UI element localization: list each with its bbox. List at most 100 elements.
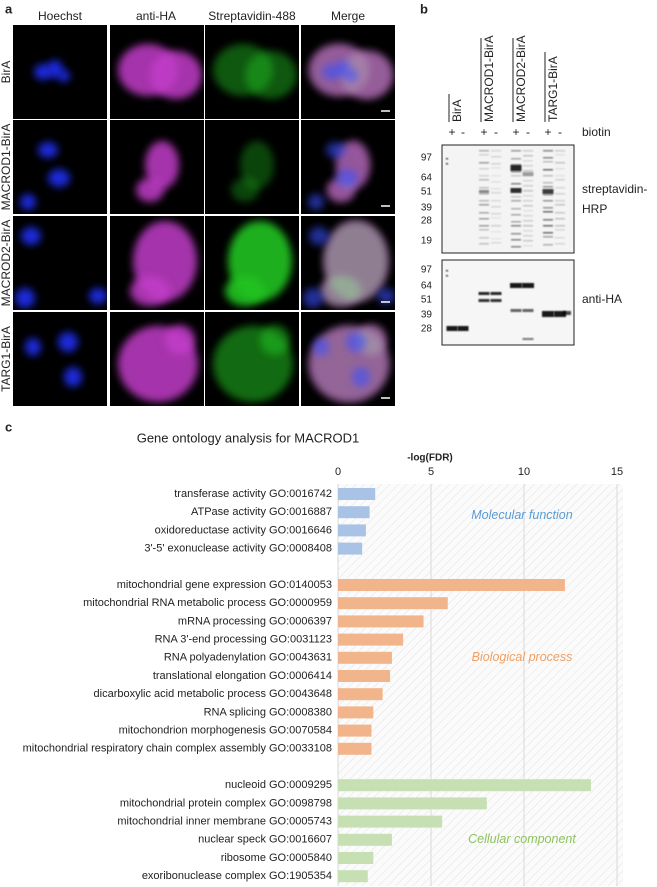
band (543, 161, 553, 163)
signal (150, 51, 202, 99)
signal (341, 51, 393, 99)
marker-label: 28 (421, 324, 433, 335)
signal (38, 142, 58, 158)
category-label: exoribonuclease complex GO:1905354 (142, 870, 332, 882)
band (543, 211, 553, 213)
column-header: Streptavidin-488 (208, 9, 296, 23)
band (510, 283, 522, 288)
column-header: Merge (331, 9, 365, 23)
micrograph-content (213, 44, 297, 99)
micrograph-content (303, 221, 395, 308)
band (511, 183, 521, 185)
band (479, 190, 489, 193)
bar (338, 615, 424, 628)
antibody-label: streptavidin- (582, 182, 647, 196)
band (491, 192, 501, 194)
bar (338, 833, 392, 846)
x-tick-label: 0 (335, 466, 341, 478)
band (479, 154, 489, 156)
band (491, 175, 501, 177)
band (555, 168, 565, 170)
signal (64, 367, 82, 387)
signal (225, 276, 265, 306)
series-label: Cellular component (468, 832, 576, 846)
category-label: transferase activity GO:0016742 (174, 488, 332, 500)
antibody-label: HRP (582, 202, 607, 216)
band (479, 212, 489, 214)
band (523, 240, 533, 242)
category-label: oxidoreductase activity GO:0016646 (155, 524, 332, 536)
x-axis-label: -log(FDR) (407, 453, 453, 464)
band (523, 235, 533, 237)
microscopy-panel: Hoechst anti-HA Streptavidin-488 Merge BirA M… (0, 9, 395, 406)
bar (338, 779, 591, 792)
bar (338, 688, 383, 701)
band (523, 220, 533, 222)
band (555, 204, 565, 206)
x-tick-label: 10 (518, 466, 530, 478)
band (479, 187, 489, 189)
band (522, 172, 534, 176)
signal (352, 367, 370, 387)
band (555, 225, 565, 227)
series-label: Molecular function (471, 508, 572, 522)
row-label: TARG1-BirA (0, 326, 13, 392)
lane-label: TARG1-BirA (546, 56, 560, 122)
band (555, 154, 565, 156)
series-label: Biological process (472, 650, 573, 664)
bar (338, 506, 370, 519)
signal (165, 325, 195, 355)
band (511, 233, 521, 235)
band (446, 326, 458, 331)
band (555, 175, 565, 177)
bar (338, 651, 392, 664)
band (523, 205, 533, 207)
band (543, 175, 553, 177)
bar (338, 597, 448, 610)
lane-label: MACROD1-BirA (482, 35, 496, 122)
band (543, 169, 553, 171)
signal (145, 141, 179, 189)
band (523, 190, 533, 192)
band (491, 181, 501, 183)
band (479, 193, 489, 195)
band (523, 150, 533, 152)
band (479, 179, 489, 181)
band (523, 155, 533, 157)
band (479, 204, 489, 206)
band (457, 326, 469, 331)
band (491, 200, 501, 202)
band (491, 213, 501, 215)
band (510, 309, 522, 312)
band (555, 162, 565, 164)
signal (231, 178, 259, 202)
signal (48, 169, 70, 187)
band (523, 170, 533, 172)
band (523, 165, 533, 167)
signal (245, 51, 297, 99)
micrograph-content (308, 141, 390, 210)
panel-label: c (5, 419, 12, 434)
micrograph-content (309, 325, 390, 402)
band (523, 180, 533, 182)
band (523, 185, 533, 187)
band (491, 150, 501, 152)
band (511, 200, 521, 202)
band (511, 239, 521, 241)
band (543, 225, 553, 227)
condition-label: - (558, 125, 562, 139)
row-label: MACROD1-BirA (0, 124, 13, 211)
band (491, 242, 501, 244)
band (555, 179, 565, 181)
category-label: 3'-5' exonuclease activity GO:0008408 (144, 543, 332, 555)
band (523, 160, 533, 162)
band (555, 243, 565, 245)
band (491, 217, 501, 219)
marker-label: 64 (421, 173, 433, 184)
band (511, 196, 521, 198)
band (491, 163, 501, 165)
band (555, 212, 565, 214)
bar (338, 488, 376, 500)
bar (338, 815, 443, 828)
